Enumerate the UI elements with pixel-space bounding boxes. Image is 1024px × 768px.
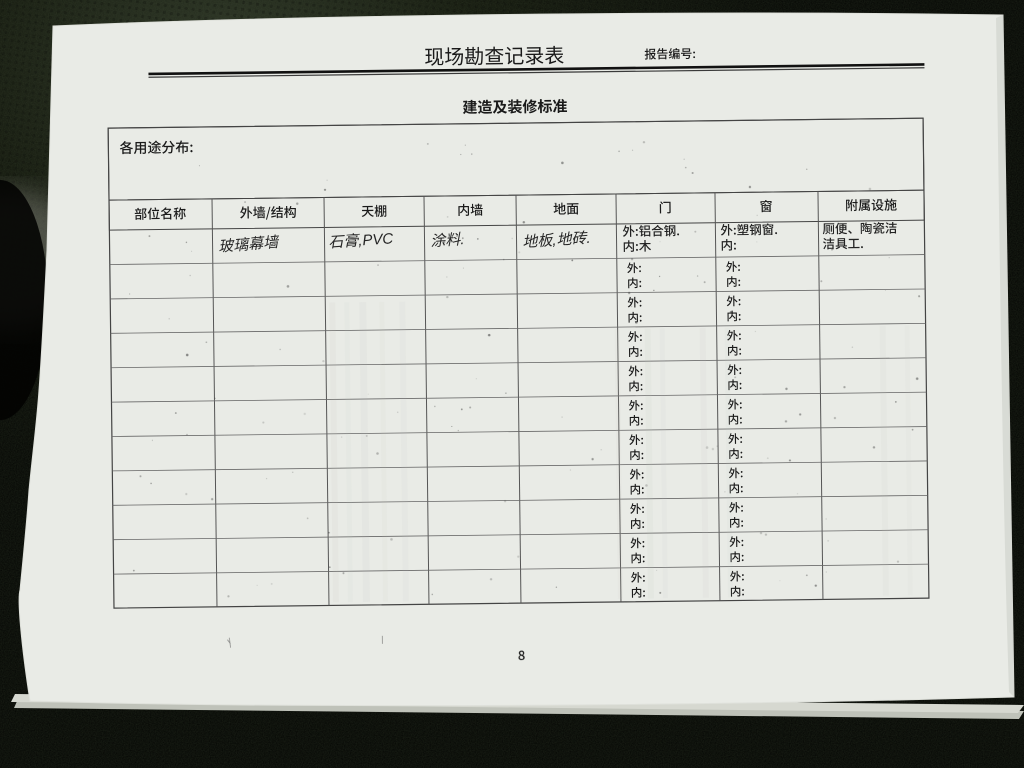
svg-text:外:: 外: bbox=[628, 363, 643, 379]
svg-text:外:: 外: bbox=[631, 570, 646, 586]
svg-text:附属设施: 附属设施 bbox=[845, 195, 897, 215]
svg-text:外:: 外: bbox=[726, 293, 741, 309]
svg-text:内墙: 内墙 bbox=[457, 200, 483, 219]
svg-text:外:: 外: bbox=[629, 432, 644, 448]
svg-text:外:: 外: bbox=[627, 260, 642, 276]
svg-text:内:木: 内:木 bbox=[622, 236, 651, 255]
svg-text:内:: 内: bbox=[627, 309, 642, 325]
svg-text:内:: 内: bbox=[630, 516, 645, 532]
svg-text:门: 门 bbox=[659, 197, 672, 216]
svg-text:内:: 内: bbox=[631, 585, 646, 601]
svg-text:各用途分布:: 各用途分布: bbox=[119, 137, 193, 158]
svg-text:内:: 内: bbox=[720, 234, 736, 253]
svg-text:内:: 内: bbox=[630, 550, 645, 566]
svg-text:外:: 外: bbox=[628, 329, 643, 345]
svg-text:外:: 外: bbox=[726, 259, 741, 275]
svg-text:外墙/结构: 外墙/结构 bbox=[240, 202, 297, 222]
svg-text:内:: 内: bbox=[726, 308, 741, 324]
svg-text:外:: 外: bbox=[629, 466, 644, 482]
svg-text:内:: 内: bbox=[629, 481, 644, 497]
svg-text:8: 8 bbox=[518, 645, 526, 664]
svg-text:内:: 内: bbox=[628, 378, 643, 394]
svg-text:涂料.: 涂料. bbox=[430, 231, 465, 250]
svg-text:现场勘查记录表: 现场勘查记录表 bbox=[424, 45, 564, 70]
svg-text:内:: 内: bbox=[726, 274, 741, 290]
svg-text:报告编号:: 报告编号: bbox=[644, 45, 696, 63]
svg-text:建造及装修标准: 建造及装修标准 bbox=[462, 96, 567, 118]
svg-text:窗: 窗 bbox=[760, 196, 773, 215]
svg-text:洁具工.: 洁具工. bbox=[822, 233, 863, 253]
svg-text:外:: 外: bbox=[627, 294, 642, 310]
svg-text:天棚: 天棚 bbox=[361, 201, 387, 220]
svg-text:地面: 地面 bbox=[553, 198, 579, 217]
svg-text:内:: 内: bbox=[629, 447, 644, 463]
svg-text:内:: 内: bbox=[629, 413, 644, 429]
svg-text:外:: 外: bbox=[628, 398, 643, 414]
svg-text:内:: 内: bbox=[627, 275, 642, 291]
svg-text:外:: 外: bbox=[630, 535, 645, 551]
svg-text:内:: 内: bbox=[628, 344, 643, 360]
svg-text:外:: 外: bbox=[630, 501, 645, 517]
svg-text:部位名称: 部位名称 bbox=[134, 203, 186, 223]
